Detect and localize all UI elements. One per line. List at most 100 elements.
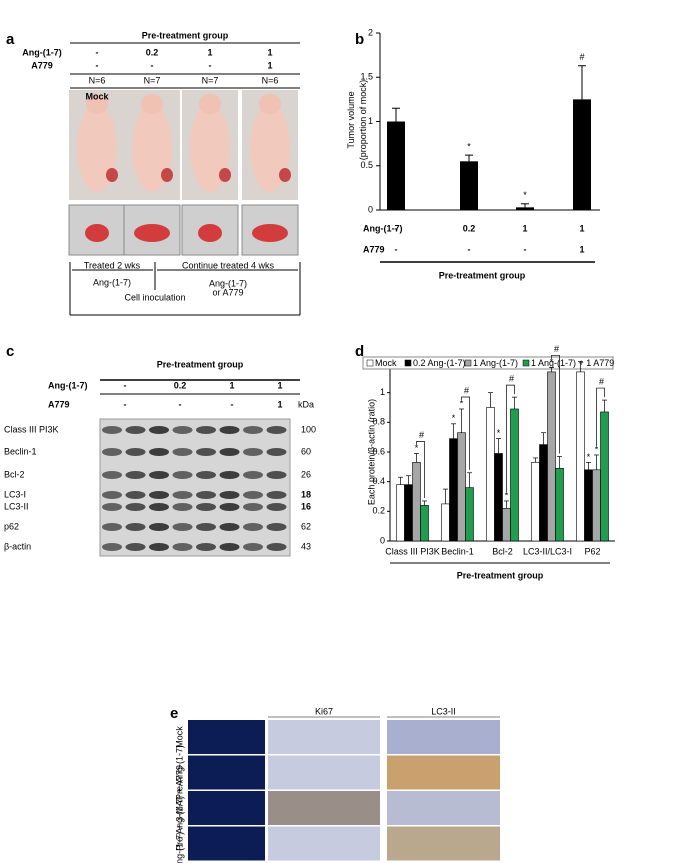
mouse-body	[132, 104, 172, 192]
timeline-label: Ang-(1-7)	[93, 277, 131, 287]
band	[125, 491, 146, 499]
y-tick-label: 1	[368, 116, 373, 126]
y-tick-label: 0.5	[360, 160, 373, 170]
ihc-image	[387, 791, 500, 825]
row-label: Ang-(1-7)	[22, 47, 62, 57]
bar	[555, 468, 564, 542]
bar	[387, 121, 405, 210]
tumor	[161, 168, 173, 182]
mouse-head	[141, 94, 163, 114]
band	[219, 426, 240, 434]
cell: -	[468, 244, 471, 254]
cell: 1	[277, 380, 282, 390]
count: N=7	[144, 75, 161, 85]
mouse-body	[250, 104, 290, 192]
band	[219, 523, 240, 531]
bar	[465, 487, 474, 542]
mouse-head	[259, 94, 281, 114]
header: Pre-treatment group	[157, 359, 244, 369]
bar	[600, 411, 609, 542]
blot-label: β-actin	[4, 541, 31, 551]
mouse-head	[86, 94, 108, 114]
bar	[584, 469, 593, 542]
y-axis-label-line: (proportion of mock)	[358, 80, 368, 161]
row-label: Pre-Ang-(1-7)	[174, 745, 184, 800]
fluorescence-image	[188, 826, 265, 861]
x-tick-label: Bcl-2	[492, 546, 513, 556]
cell: 0.2	[463, 223, 476, 233]
bar	[412, 462, 421, 542]
row-label: Mock	[174, 726, 184, 748]
x-tick-label: P62	[584, 546, 600, 556]
band	[266, 471, 287, 479]
cell: 1	[229, 380, 234, 390]
mouse-body	[190, 104, 230, 192]
band	[266, 426, 287, 434]
column-label: Ki67	[315, 706, 333, 716]
tumor	[219, 168, 231, 182]
count: N=6	[89, 75, 106, 85]
band	[172, 448, 193, 456]
row-label: Pre-Ang-(1-7) + 3-MA	[174, 800, 184, 863]
band	[219, 491, 240, 499]
bar	[396, 484, 405, 542]
significance-marker: *	[587, 452, 591, 462]
significance-marker: *	[505, 490, 509, 500]
cell: 1	[579, 223, 584, 233]
blot-label: Beclin-1	[4, 446, 37, 456]
bar	[510, 408, 519, 542]
cell: -	[96, 47, 99, 57]
excised-tumor	[134, 224, 170, 242]
cell: -	[179, 399, 182, 409]
legend-swatch	[366, 359, 374, 367]
x-axis-label: Pre-treatment group	[457, 570, 544, 580]
blot-label: LC3-II	[4, 501, 29, 511]
column-label: LC3-II	[431, 706, 456, 716]
band	[266, 503, 287, 511]
ihc-image	[268, 755, 380, 790]
significance-marker: *	[550, 357, 554, 367]
ihc-image	[268, 720, 380, 754]
band	[172, 426, 193, 434]
bar	[486, 407, 495, 542]
legend-swatch	[464, 359, 472, 367]
unit-label: kDa	[298, 399, 314, 409]
band	[125, 426, 146, 434]
band	[149, 491, 169, 499]
significance-marker: #	[419, 430, 424, 440]
cell: 1	[207, 47, 212, 57]
mouse-head	[199, 94, 221, 114]
bar	[494, 453, 503, 542]
timeline-label: Continue treated 4 wks	[182, 260, 275, 270]
ihc-image	[387, 755, 500, 790]
cell: 1	[579, 244, 584, 254]
cell: -	[209, 60, 212, 70]
band	[149, 523, 169, 531]
band	[243, 491, 263, 499]
band	[196, 426, 216, 434]
cell: 0.2	[146, 47, 159, 57]
panel-label: a	[6, 31, 15, 48]
band	[219, 448, 240, 456]
bracket	[461, 396, 470, 470]
row-label: A779	[31, 60, 53, 70]
band	[172, 543, 193, 551]
bar	[576, 371, 585, 542]
legend-label: Mock	[375, 358, 397, 368]
bar	[420, 505, 429, 542]
significance-marker: *	[497, 428, 501, 438]
legend-swatch	[522, 359, 530, 367]
band	[172, 523, 193, 531]
band	[219, 543, 240, 551]
row-label: Ang-(1-7)	[363, 223, 403, 233]
ihc-image	[387, 826, 500, 861]
y-tick-label: 0.6	[372, 446, 385, 456]
count: N=6	[262, 75, 279, 85]
timeline-label: Treated 2 wks	[84, 260, 141, 270]
significance-marker: *	[523, 190, 527, 200]
blot-label: Bcl-2	[4, 469, 25, 479]
band	[102, 426, 122, 434]
significance-marker: *	[415, 443, 419, 453]
mouse-body	[77, 104, 117, 192]
legend-label: 0.2 Ang-(1-7)	[413, 358, 466, 368]
